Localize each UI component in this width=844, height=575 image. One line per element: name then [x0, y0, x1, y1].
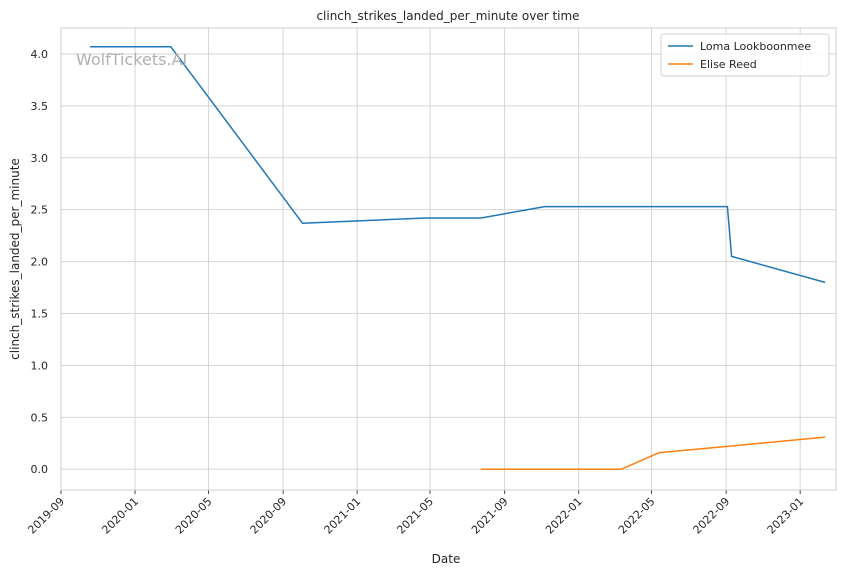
legend-label-loma-lookboonmee: Loma Lookboonmee: [700, 40, 811, 53]
y-tick-labels: 0.0 0.5 1.0 1.5 2.0 2.5 3.0 3.5 4.0: [31, 48, 49, 476]
x-tick-label: 2021-01: [322, 495, 364, 537]
y-tick-label: 3.5: [31, 100, 49, 113]
y-axis-label: clinch_strikes_landed_per_minute: [8, 158, 22, 360]
watermark: WolfTickets.AI: [76, 50, 187, 69]
x-tick-label: 2022-05: [616, 495, 658, 537]
x-tick-label: 2020-01: [99, 495, 141, 537]
series-layer: [90, 45, 826, 470]
y-tick-label: 4.0: [31, 48, 49, 61]
y-tick-label: 2.5: [31, 204, 49, 217]
y-tick-label: 3.0: [31, 152, 49, 165]
plot-area: [60, 27, 837, 491]
x-tick-label: 2019-09: [25, 495, 67, 537]
y-tick-label: 0.5: [31, 411, 49, 424]
chart-title: clinch_strikes_landed_per_minute over ti…: [316, 9, 579, 23]
x-tick-label: 2022-09: [691, 495, 733, 537]
x-tick-label: 2021-05: [394, 495, 436, 537]
x-tick-label: 2020-05: [173, 495, 215, 537]
y-tick-label: 0.0: [31, 463, 49, 476]
x-axis-label: Date: [432, 552, 461, 566]
y-tick-label: 1.5: [31, 308, 49, 321]
x-tick-labels: 2019-09 2020-01 2020-05 2020-09 2021-01 2021-…: [25, 495, 806, 537]
series-line-loma-lookboonmee: [90, 45, 826, 284]
legend: Loma Lookboonmee Elise Reed: [660, 33, 830, 77]
legend-label-elise-reed: Elise Reed: [700, 58, 757, 71]
x-tick-label: 2021-09: [469, 495, 511, 537]
x-tick-label: 2022-01: [543, 495, 585, 537]
x-tick-label: 2023-01: [765, 495, 807, 537]
legend-box: [660, 33, 830, 77]
y-tick-label: 2.0: [31, 256, 49, 269]
x-tick-label: 2020-09: [248, 495, 290, 537]
grid-lines: [60, 28, 836, 494]
series-line-elise-reed: [481, 436, 826, 470]
y-tick-label: 1.0: [31, 359, 49, 372]
